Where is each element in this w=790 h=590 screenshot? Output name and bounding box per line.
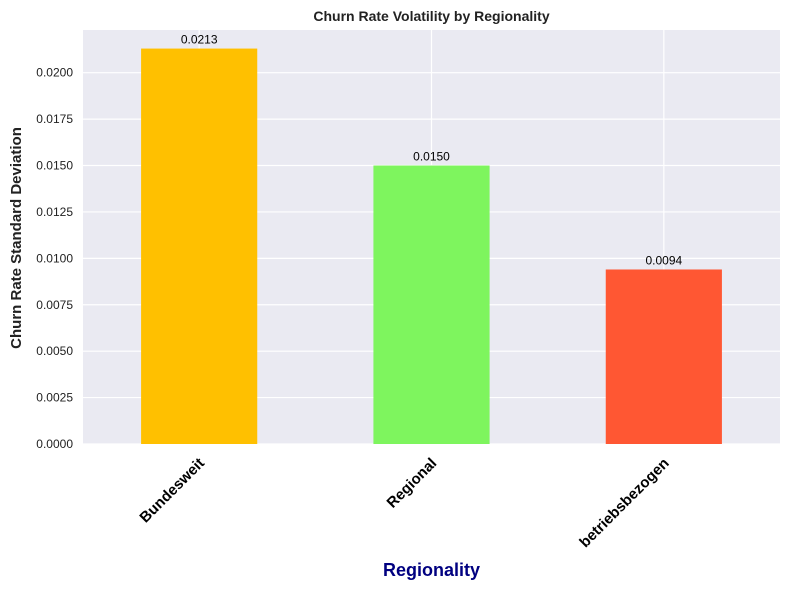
y-tick-label: 0.0175 [36, 112, 73, 126]
x-axis-tick-labels: Bundesweit Regional betriebsbezogen [136, 455, 672, 551]
bar-betriebsbezogen [605, 269, 722, 444]
y-tick-label: 0.0150 [36, 159, 73, 173]
bar-value-label: 0.0094 [645, 253, 682, 267]
y-tick-label: 0.0075 [36, 298, 73, 312]
bar-value-label: 0.0213 [181, 33, 218, 47]
y-tick-label: 0.0000 [36, 437, 73, 451]
y-tick-label: 0.0100 [36, 251, 73, 265]
bar-bundesweit [141, 48, 258, 444]
bar-value-labels: 0.0213 0.0150 0.0094 [181, 33, 683, 268]
x-tick-label: betriebsbezogen [576, 455, 672, 551]
bar-value-label: 0.0150 [413, 150, 450, 164]
y-tick-label: 0.0125 [36, 205, 73, 219]
bars [141, 48, 722, 444]
chart-title: Churn Rate Volatility by Regionality [313, 8, 549, 24]
x-tick-label: Regional [384, 455, 441, 512]
x-axis-label: Regionality [383, 560, 480, 580]
y-axis-tick-labels: 0.0000 0.0025 0.0050 0.0075 0.0100 0.0125 0.01… [36, 66, 73, 451]
bar-regional [373, 165, 490, 444]
x-tick-label: Bundesweit [136, 455, 208, 527]
y-tick-label: 0.0050 [36, 344, 73, 358]
y-tick-label: 0.0200 [36, 66, 73, 80]
y-axis-label: Churn Rate Standard Deviation [8, 127, 25, 349]
y-tick-label: 0.0025 [36, 391, 73, 405]
